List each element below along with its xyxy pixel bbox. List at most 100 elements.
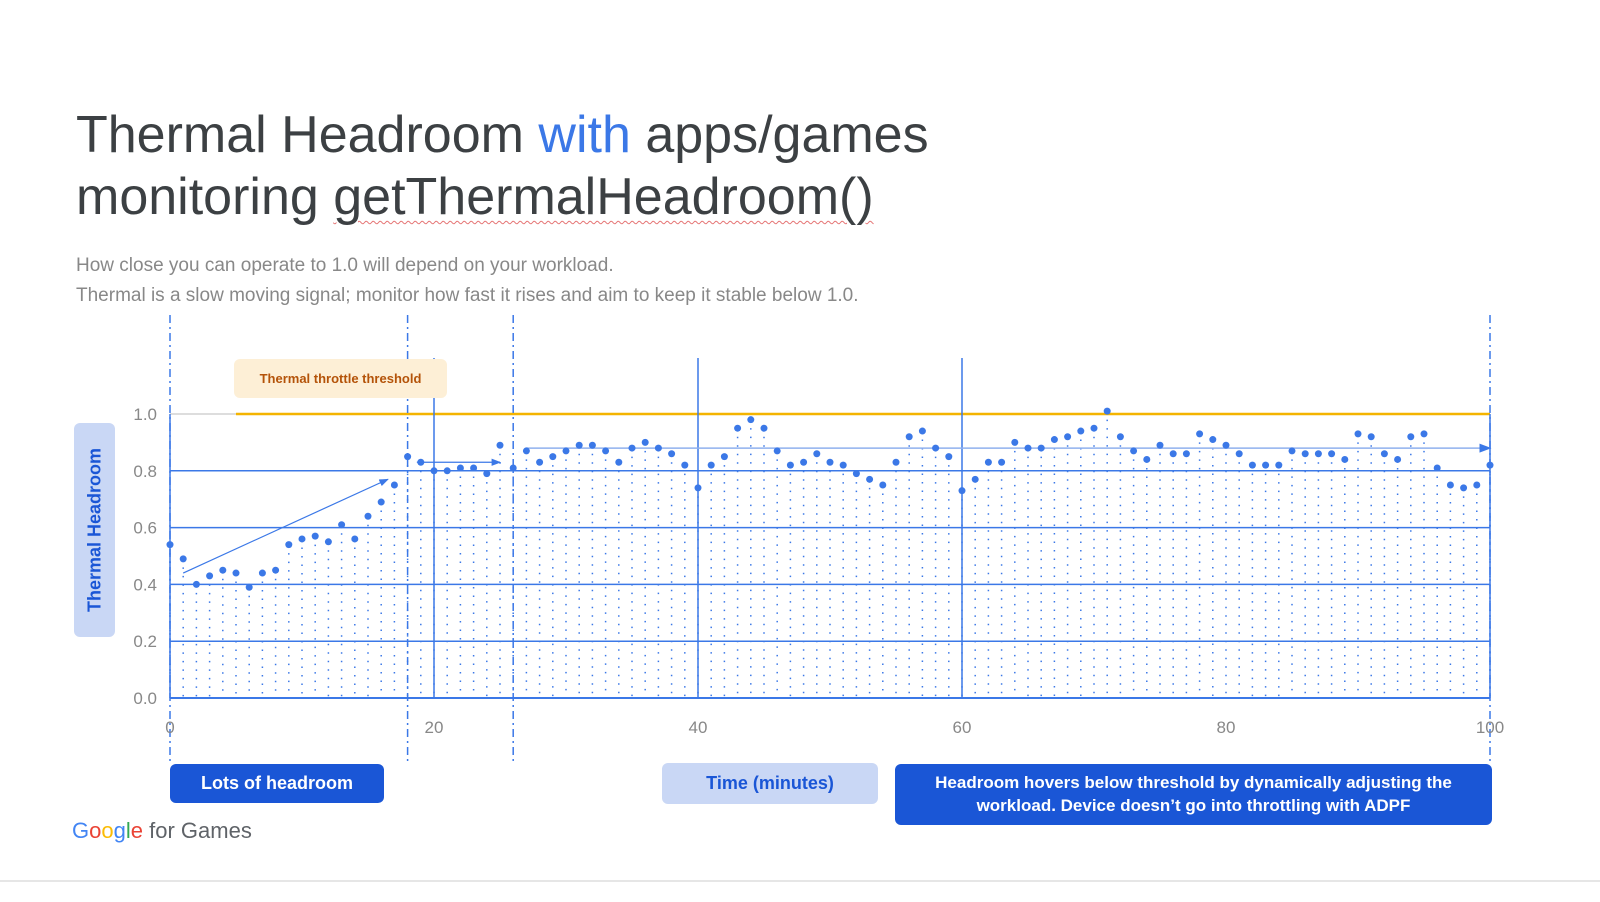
data-point [1407, 433, 1415, 441]
data-point [773, 447, 781, 455]
data-point [1262, 461, 1270, 469]
data-point [1196, 430, 1204, 438]
data-point [549, 453, 557, 461]
title-highlight: with [538, 106, 631, 164]
data-point [192, 580, 200, 588]
data-point [1050, 436, 1058, 444]
data-point [311, 532, 319, 540]
data-point [338, 521, 346, 529]
y-axis-label-text: Thermal Headroom [84, 447, 104, 613]
data-point [813, 450, 821, 458]
google-wordmark: Google [72, 818, 144, 843]
data-point [1446, 481, 1454, 489]
subtitle-line: Thermal is a slow moving signal; monitor… [76, 285, 859, 306]
data-point [971, 475, 979, 483]
data-point [866, 475, 874, 483]
x-tick-label: 20 [425, 718, 444, 737]
data-point [588, 441, 596, 449]
data-point [681, 461, 689, 469]
data-point [839, 461, 847, 469]
data-point [1433, 464, 1441, 472]
headroom-hover-note: Headroom hovers below threshold by dynam… [895, 764, 1492, 825]
google-for-games-logo: Google for Games [72, 818, 252, 844]
data-point [1248, 461, 1256, 469]
data-point [417, 458, 425, 466]
data-point [786, 461, 794, 469]
data-point [734, 424, 742, 432]
y-tick-label: 0.0 [133, 689, 157, 708]
data-point [1314, 450, 1322, 458]
data-point [694, 484, 702, 492]
lots-of-headroom-label: Lots of headroom [170, 764, 384, 803]
data-point [1380, 450, 1388, 458]
slide-title: Thermal Headroom with apps/games monitor… [76, 104, 929, 228]
data-point [800, 458, 808, 466]
title-code: getThermalHeadroom() [333, 168, 874, 226]
data-point [1460, 484, 1468, 492]
data-point [1116, 433, 1124, 441]
data-point [390, 481, 398, 489]
data-point [852, 470, 860, 478]
x-tick-label: 0 [165, 718, 174, 737]
data-point [1301, 450, 1309, 458]
data-point [1143, 455, 1151, 463]
data-point [932, 444, 940, 452]
y-tick-label: 1.0 [133, 405, 157, 424]
data-point [1222, 441, 1230, 449]
data-point [1354, 430, 1362, 438]
data-point [179, 555, 187, 563]
data-point [166, 541, 174, 549]
data-point [720, 453, 728, 461]
data-point [1103, 407, 1111, 415]
logo-text: for Games [143, 818, 252, 843]
title-text: monitoring [76, 168, 334, 226]
data-point [1367, 433, 1375, 441]
data-point [245, 583, 253, 591]
y-tick-label: 0.6 [133, 519, 157, 538]
data-point [1486, 461, 1494, 469]
y-tick-label: 0.2 [133, 632, 157, 651]
data-point [654, 444, 662, 452]
x-tick-label: 80 [1217, 718, 1236, 737]
divider [0, 880, 1600, 882]
data-point [1341, 455, 1349, 463]
data-point [1169, 450, 1177, 458]
y-axis-label: Thermal Headroom [74, 423, 115, 637]
data-point [1024, 444, 1032, 452]
data-point [1182, 450, 1190, 458]
data-point [219, 566, 227, 574]
data-point [377, 498, 385, 506]
y-tick-label: 0.4 [133, 575, 157, 594]
data-point [443, 467, 451, 475]
data-point [206, 572, 214, 580]
data-point [404, 453, 412, 461]
data-point [628, 444, 636, 452]
x-tick-label: 60 [953, 718, 972, 737]
title-text: apps/games [630, 106, 929, 164]
data-point [456, 464, 464, 472]
data-point [918, 427, 926, 435]
data-point [1037, 444, 1045, 452]
data-point [1420, 430, 1428, 438]
data-point [707, 461, 715, 469]
x-tick-label: 40 [689, 718, 708, 737]
x-tick-label: 100 [1476, 718, 1504, 737]
data-point [668, 450, 676, 458]
data-point [892, 458, 900, 466]
data-point [1130, 447, 1138, 455]
data-point [602, 447, 610, 455]
data-point [1090, 424, 1098, 432]
data-point [1473, 481, 1481, 489]
data-point [285, 541, 293, 549]
title-text: Thermal Headroom [76, 106, 539, 164]
data-point [298, 535, 306, 543]
data-point [1064, 433, 1072, 441]
data-point [998, 458, 1006, 466]
data-point [1011, 438, 1019, 446]
data-point [945, 453, 953, 461]
data-point [470, 464, 478, 472]
data-point [826, 458, 834, 466]
data-point [747, 416, 755, 424]
x-axis-label: Time (minutes) [662, 763, 878, 804]
